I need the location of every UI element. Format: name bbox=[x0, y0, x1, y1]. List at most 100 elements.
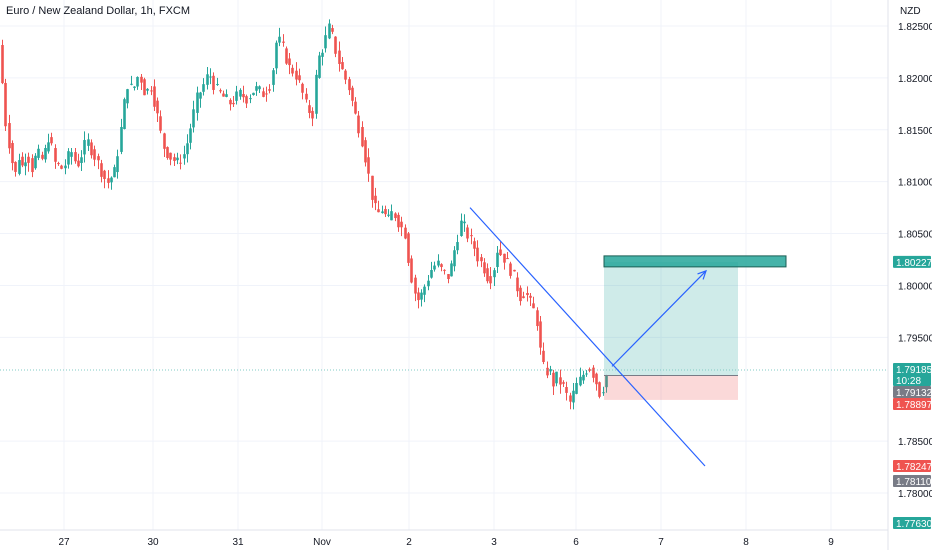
candle-body bbox=[229, 99, 232, 105]
candle-body bbox=[529, 295, 532, 298]
y-tick-label: 1.80500 bbox=[898, 230, 932, 241]
candle-body bbox=[598, 382, 601, 397]
candle-body bbox=[100, 163, 103, 177]
price-tag-current: 1.79185 bbox=[893, 363, 932, 376]
candle-body bbox=[107, 178, 110, 183]
price-tag-entry: 1.79132 bbox=[893, 386, 932, 399]
candle-body bbox=[423, 286, 426, 295]
candle-body bbox=[140, 76, 143, 83]
candle-body bbox=[130, 83, 133, 85]
candle-body bbox=[21, 156, 24, 166]
trendline[interactable] bbox=[469, 207, 706, 467]
candle-body bbox=[592, 367, 595, 378]
candle-body bbox=[77, 160, 80, 167]
candle-body bbox=[334, 36, 337, 54]
candle-body bbox=[331, 28, 334, 32]
target-zone[interactable] bbox=[604, 261, 738, 376]
y-tick-label: 1.79500 bbox=[898, 333, 932, 344]
candle-body bbox=[305, 93, 308, 100]
candle-body bbox=[503, 253, 506, 263]
candle-body bbox=[116, 156, 119, 173]
x-tick-label: 27 bbox=[58, 537, 70, 548]
candle-body bbox=[433, 265, 436, 270]
candle-body bbox=[143, 79, 146, 96]
drawings[interactable] bbox=[0, 207, 888, 467]
candle-body bbox=[239, 89, 242, 97]
candle-body bbox=[420, 292, 423, 300]
candle-body bbox=[70, 152, 73, 157]
price-tag-text: 1.78897 bbox=[896, 400, 932, 411]
candle-body bbox=[301, 83, 304, 93]
candle-body bbox=[522, 296, 525, 299]
candle-body bbox=[80, 157, 83, 163]
candle-body bbox=[361, 127, 364, 147]
price-tag-text: 10:28 bbox=[896, 376, 921, 387]
candle-body bbox=[133, 86, 136, 88]
candle-body bbox=[569, 395, 572, 402]
candle-body bbox=[516, 277, 519, 292]
price-tag-text: 1.77630 bbox=[896, 519, 932, 530]
candle-body bbox=[513, 269, 516, 272]
price-tag-text: 1.79185 bbox=[896, 365, 932, 376]
candle-body bbox=[374, 195, 377, 204]
candle-body bbox=[519, 287, 522, 302]
stop-zone[interactable] bbox=[604, 375, 738, 400]
candle-body bbox=[480, 257, 483, 262]
candle-body bbox=[123, 99, 126, 129]
projection-arrow[interactable] bbox=[611, 270, 707, 367]
candle-body bbox=[509, 263, 512, 276]
candle-body bbox=[216, 84, 219, 86]
target-bar[interactable] bbox=[603, 255, 787, 268]
candle-body bbox=[291, 67, 294, 74]
candle-body bbox=[324, 35, 327, 49]
candle-body bbox=[54, 148, 57, 162]
candle-body bbox=[298, 75, 301, 81]
candle-body bbox=[499, 249, 502, 256]
candle-body bbox=[146, 88, 149, 91]
price-tag-text: 1.80227 bbox=[896, 258, 932, 269]
candle-body bbox=[476, 247, 479, 262]
candle-body bbox=[47, 142, 50, 152]
position-tool[interactable] bbox=[603, 255, 787, 400]
candle-body bbox=[453, 250, 456, 267]
candle-body bbox=[202, 84, 205, 92]
candle-body bbox=[268, 89, 271, 91]
candle-body bbox=[400, 221, 403, 228]
candle-body bbox=[93, 149, 96, 160]
candle-body bbox=[447, 274, 450, 280]
candle-body bbox=[588, 369, 591, 371]
candle-body bbox=[245, 96, 248, 104]
candle-body bbox=[192, 109, 195, 128]
candle-body bbox=[282, 41, 285, 43]
price-tag-gray: 1.78110 bbox=[893, 475, 932, 488]
candle-body bbox=[394, 213, 397, 219]
candle-body bbox=[338, 50, 341, 64]
candle-body bbox=[136, 76, 139, 87]
candle-body bbox=[539, 321, 542, 348]
x-tick-label: 30 bbox=[147, 537, 159, 548]
x-tick-label: 3 bbox=[491, 537, 497, 548]
candle-body bbox=[427, 280, 430, 287]
price-tag-target: 1.80227 bbox=[893, 255, 932, 269]
candle-body bbox=[1, 45, 4, 84]
candle-body bbox=[206, 74, 209, 85]
candle-body bbox=[404, 227, 407, 239]
currency-label: NZD bbox=[900, 6, 921, 17]
candle-body bbox=[90, 142, 93, 156]
candle-body bbox=[179, 162, 182, 164]
candle-body bbox=[60, 165, 63, 169]
candle-body bbox=[595, 373, 598, 385]
candle-body bbox=[579, 376, 582, 386]
candle-body bbox=[110, 177, 113, 183]
candle-body bbox=[285, 48, 288, 64]
candle-body bbox=[536, 310, 539, 327]
y-tick-label: 1.81500 bbox=[898, 126, 932, 137]
candle-body bbox=[605, 375, 608, 388]
candle-body bbox=[311, 110, 314, 119]
candle-body bbox=[24, 162, 27, 167]
price-tag-stop: 1.78897 bbox=[893, 398, 932, 411]
candle-body bbox=[8, 123, 11, 149]
candle-body bbox=[50, 137, 53, 144]
